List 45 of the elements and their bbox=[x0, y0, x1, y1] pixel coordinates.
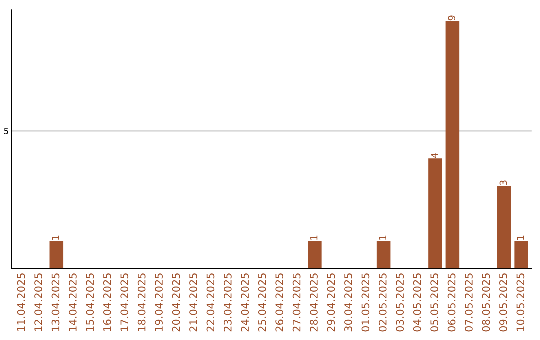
bar bbox=[50, 241, 64, 269]
bar bbox=[428, 158, 442, 269]
data-label: 9 bbox=[448, 16, 456, 21]
x-tick-label: 06.05.2025 bbox=[448, 274, 456, 332]
x-tick-label: 05.05.2025 bbox=[430, 274, 438, 332]
x-tick-label: 04.05.2025 bbox=[413, 274, 422, 332]
x-tick-label: 20.04.2025 bbox=[172, 274, 180, 332]
data-label: 3 bbox=[500, 180, 508, 186]
x-tick-label: 26.04.2025 bbox=[276, 274, 284, 332]
x-tick-label: 03.05.2025 bbox=[396, 274, 404, 332]
x-tick-label: 14.04.2025 bbox=[69, 274, 77, 332]
y-tick-label: 5 bbox=[4, 128, 8, 134]
x-tick-label: 17.04.2025 bbox=[120, 274, 129, 332]
x-tick-label: 29.04.2025 bbox=[327, 274, 336, 332]
x-tick-label: 25.04.2025 bbox=[258, 274, 266, 332]
x-tick-label: 19.04.2025 bbox=[155, 274, 163, 332]
data-label: 1 bbox=[517, 236, 524, 240]
x-tick-label: 07.05.2025 bbox=[465, 274, 473, 332]
x-tick-label: 30.04.2025 bbox=[344, 274, 352, 332]
data-label: 4 bbox=[431, 153, 438, 158]
bar bbox=[308, 241, 322, 269]
x-tick-label: 02.05.2025 bbox=[378, 274, 387, 332]
data-label: 1 bbox=[310, 236, 318, 240]
data-label: 1 bbox=[52, 236, 60, 240]
data-label: 1 bbox=[379, 236, 386, 240]
x-tick-label: 10.05.2025 bbox=[516, 274, 525, 332]
x-tick-label: 13.04.2025 bbox=[52, 274, 60, 332]
x-tick-label: 27.04.2025 bbox=[292, 274, 301, 332]
x-tick-label: 15.04.2025 bbox=[86, 274, 94, 332]
x-tick-label: 21.04.2025 bbox=[190, 274, 198, 332]
bar bbox=[446, 21, 460, 269]
x-tick-label: 12.04.2025 bbox=[34, 274, 42, 332]
x-tick-label: 22.04.2025 bbox=[206, 274, 215, 332]
bar bbox=[497, 186, 512, 269]
x-tick-label: 11.04.2025 bbox=[17, 274, 26, 332]
x-tick-label: 09.05.2025 bbox=[499, 274, 508, 332]
x-tick-label: 23.04.2025 bbox=[224, 274, 232, 332]
x-tick-label: 08.05.2025 bbox=[482, 274, 490, 332]
x-tick-label: 24.04.2025 bbox=[241, 274, 250, 332]
bar bbox=[376, 241, 391, 269]
bar bbox=[514, 241, 528, 269]
x-tick-label: 16.04.2025 bbox=[103, 274, 112, 332]
x-tick-label: 18.04.2025 bbox=[138, 274, 146, 332]
x-tick-label: 28.04.2025 bbox=[310, 274, 318, 332]
x-tick-label: 01.05.2025 bbox=[362, 274, 370, 332]
